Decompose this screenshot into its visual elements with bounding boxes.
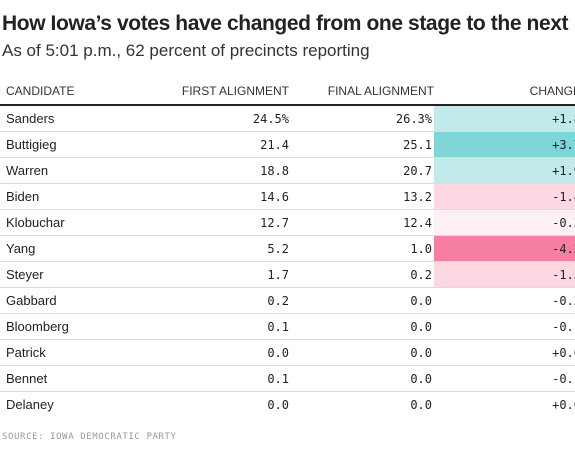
candidate-name: Buttigieg	[0, 131, 124, 158]
column-header-first-alignment: FIRST ALIGNMENT	[124, 78, 289, 106]
change-value: -0.1	[434, 313, 575, 340]
final-alignment-value: 20.7	[289, 157, 434, 184]
final-alignment-value: 1.0	[289, 235, 434, 262]
change-value: -1.4	[434, 183, 575, 210]
source-note: SOURCE: IOWA DEMOCRATIC PARTY	[2, 432, 177, 442]
candidate-name: Steyer	[0, 261, 124, 288]
candidate-name: Klobuchar	[0, 209, 124, 236]
candidate-name: Biden	[0, 183, 124, 210]
candidate-name: Bennet	[0, 365, 124, 392]
change-value: -0.2	[434, 287, 575, 314]
candidate-name: Patrick	[0, 339, 124, 366]
results-table: CANDIDATE FIRST ALIGNMENT FINAL ALIGNMEN…	[0, 78, 575, 417]
chart-subtitle: As of 5:01 p.m., 62 percent of precincts…	[2, 41, 370, 60]
candidate-name: Yang	[0, 235, 124, 262]
change-value: +1.9	[434, 157, 575, 184]
change-value: +0.0	[434, 391, 575, 417]
first-alignment-value: 21.4	[124, 131, 289, 158]
final-alignment-value: 26.3%	[289, 105, 434, 132]
final-alignment-value: 12.4	[289, 209, 434, 236]
final-alignment-value: 0.0	[289, 313, 434, 340]
chart-title: How Iowa’s votes have changed from one s…	[2, 12, 569, 35]
change-value: +3.7	[434, 131, 575, 158]
first-alignment-value: 12.7	[124, 209, 289, 236]
final-alignment-value: 25.1	[289, 131, 434, 158]
change-value: -1.5	[434, 261, 575, 288]
candidate-name: Warren	[0, 157, 124, 184]
final-alignment-value: 0.0	[289, 287, 434, 314]
change-value: +1.8	[434, 105, 575, 132]
first-alignment-value: 0.0	[124, 339, 289, 366]
first-alignment-value: 24.5%	[124, 105, 289, 132]
final-alignment-value: 0.0	[410, 397, 432, 412]
column-header-change: CHANGE	[434, 78, 575, 106]
first-alignment-value: 0.0	[267, 397, 289, 412]
change-value: -4.2	[434, 235, 575, 262]
table-body: Sanders24.5%26.3%+1.8Buttigieg21.425.1+3…	[0, 105, 575, 417]
final-alignment-value: 0.0	[289, 339, 434, 366]
final-alignment-value: 13.2	[289, 183, 434, 210]
candidate-name: Bloomberg	[0, 313, 124, 340]
change-value: +0.0	[434, 339, 575, 366]
column-header-candidate: CANDIDATE	[0, 78, 124, 106]
first-alignment-value: 0.1	[124, 313, 289, 340]
column-header-final-alignment: FINAL ALIGNMENT	[289, 78, 434, 106]
first-alignment-value: 18.8	[124, 157, 289, 184]
final-alignment-value: 0.2	[289, 261, 434, 288]
final-alignment-value: 0.0	[289, 365, 434, 392]
first-alignment-value: 14.6	[124, 183, 289, 210]
change-value: -0.3	[434, 209, 575, 236]
table-header-row: CANDIDATE FIRST ALIGNMENT FINAL ALIGNMEN…	[0, 78, 575, 106]
change-value: -0.1	[434, 365, 575, 392]
first-alignment-value: 0.1	[124, 365, 289, 392]
candidate-name: Gabbard	[0, 287, 124, 314]
first-alignment-value: 1.7	[124, 261, 289, 288]
first-alignment-value: 0.2	[124, 287, 289, 314]
candidate-name: Sanders	[0, 105, 124, 132]
candidate-name: Delaney	[6, 397, 54, 412]
first-alignment-value: 5.2	[124, 235, 289, 262]
